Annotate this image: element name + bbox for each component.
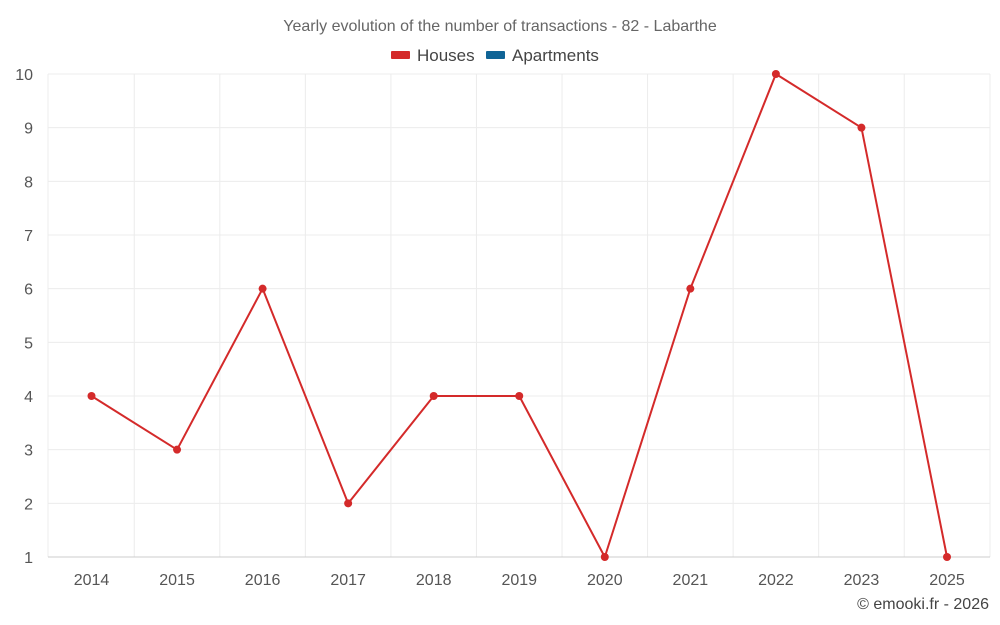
- series-layer: [87, 70, 951, 561]
- y-tick-label: 1: [24, 550, 33, 567]
- legend: Houses Apartments: [391, 46, 599, 65]
- data-point-houses[interactable]: [429, 392, 438, 400]
- x-tick-label: 2020: [587, 572, 623, 589]
- data-point-houses[interactable]: [344, 499, 353, 508]
- grid: [47, 73, 991, 557]
- x-tick-label: 2022: [758, 572, 794, 589]
- x-tick-label: 2023: [844, 572, 880, 589]
- y-tick-label: 7: [24, 228, 33, 245]
- legend-label-houses: Houses: [417, 46, 475, 65]
- data-point-houses[interactable]: [515, 392, 524, 400]
- data-point-houses[interactable]: [87, 392, 96, 400]
- x-tick-label: 2019: [501, 572, 537, 589]
- y-tick-label: 9: [24, 121, 33, 138]
- data-point-houses[interactable]: [258, 284, 267, 293]
- data-point-houses[interactable]: [173, 445, 182, 454]
- legend-item-apartments[interactable]: Apartments: [486, 46, 599, 65]
- y-tick-label: 3: [24, 443, 33, 460]
- data-point-houses[interactable]: [943, 553, 951, 561]
- y-tick-label: 10: [15, 67, 33, 84]
- y-tick-label: 8: [24, 174, 33, 191]
- x-tick-label: 2018: [416, 572, 452, 589]
- y-tick-label: 6: [24, 282, 33, 299]
- x-axis: 2014 2015 2016 2017 2018 2019 2020 2021 2022 2023…: [48, 556, 990, 589]
- data-point-houses[interactable]: [857, 123, 866, 132]
- x-tick-label: 2017: [330, 572, 366, 589]
- y-axis: 1 2 3 4 5 6 7 8 9 10: [15, 67, 33, 567]
- x-tick-label: 2025: [929, 572, 965, 589]
- chart-title: Yearly evolution of the number of transa…: [283, 18, 717, 35]
- data-point-houses[interactable]: [600, 553, 609, 561]
- x-tick-label: 2015: [159, 572, 195, 589]
- legend-swatch-houses: [391, 51, 410, 59]
- legend-swatch-apartments: [486, 51, 505, 59]
- x-tick-label: 2014: [74, 572, 110, 589]
- data-point-houses[interactable]: [686, 284, 695, 293]
- credit-text: © emooki.fr - 2026: [857, 596, 989, 613]
- legend-item-houses[interactable]: Houses: [391, 46, 475, 65]
- x-tick-label: 2016: [245, 572, 281, 589]
- y-tick-label: 2: [24, 496, 33, 513]
- y-tick-label: 5: [24, 335, 33, 352]
- y-tick-label: 4: [24, 389, 33, 406]
- legend-label-apartments: Apartments: [512, 46, 599, 65]
- x-tick-label: 2021: [673, 572, 709, 589]
- data-point-houses[interactable]: [771, 70, 780, 78]
